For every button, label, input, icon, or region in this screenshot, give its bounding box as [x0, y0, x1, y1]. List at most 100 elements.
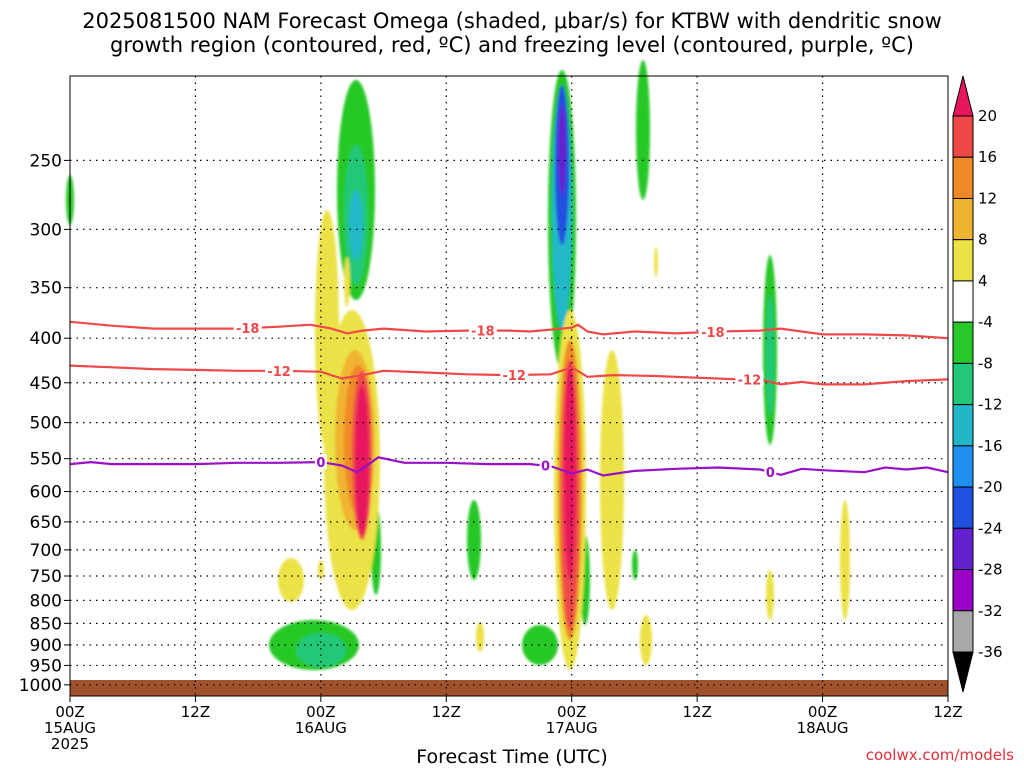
x-tick-label: 2025	[51, 735, 89, 753]
x-tick-label: 12Z	[933, 703, 962, 721]
colorbar-bottom-arrow	[952, 651, 974, 693]
colorbar-label: 12	[978, 189, 997, 207]
x-tick-label: 00Z	[808, 703, 837, 721]
omega-region	[349, 190, 363, 260]
omega-region	[344, 257, 350, 307]
y-tick-label: 450	[30, 374, 62, 394]
colorbar-label: -20	[978, 478, 1003, 496]
y-tick-label: 550	[30, 450, 62, 470]
colorbar-label: -4	[978, 313, 993, 331]
colorbar-segment	[952, 115, 974, 158]
omega-shading	[66, 60, 850, 670]
omega-region	[476, 622, 484, 652]
omega-region	[636, 60, 650, 200]
x-tick-label: 17AUG	[546, 719, 598, 737]
omega-region	[654, 247, 658, 277]
colorbar-segment	[952, 280, 974, 323]
x-axis-title: Forecast Time (UTC)	[416, 746, 608, 768]
colorbar-segment	[952, 486, 974, 529]
colorbar-label: 4	[978, 272, 988, 290]
contour-label-bg	[265, 362, 294, 378]
omega-region	[564, 360, 576, 580]
x-tick-label: 00Z	[55, 703, 84, 721]
y-tick-label: 650	[30, 513, 62, 533]
colorbar-label: -8	[978, 354, 993, 372]
colorbar-segment	[952, 239, 974, 282]
y-tick-label: 800	[30, 591, 62, 611]
colorbar-segment	[952, 445, 974, 488]
x-tick-label: 18AUG	[797, 719, 849, 737]
chart-title-line-1: 2025081500 NAM Forecast Omega (shaded, μ…	[82, 9, 942, 33]
y-tick-label: 300	[30, 220, 62, 240]
x-tick-label: 15AUG	[44, 719, 96, 737]
y-tick-label: 950	[30, 656, 62, 676]
plot-frame	[69, 75, 949, 697]
contour-label: -12	[502, 369, 526, 384]
contour-label-bg	[233, 320, 262, 336]
colorbar-segment	[952, 321, 974, 364]
colorbar-label: 16	[978, 148, 997, 166]
contour-line	[69, 320, 949, 340]
x-tick-label: 12Z	[181, 703, 210, 721]
colorbar-segment	[952, 156, 974, 199]
contour-label-bg	[735, 371, 764, 387]
x-tick-label: 12Z	[432, 703, 461, 721]
contour-label-bg	[764, 464, 777, 480]
contour-label-bg	[468, 322, 497, 338]
omega-region	[296, 633, 346, 667]
x-tick-label: 12Z	[682, 703, 711, 721]
x-tick-label: 16AUG	[295, 719, 347, 737]
colorbar-label: 8	[978, 231, 988, 249]
omega-region	[766, 295, 774, 415]
omega-region	[640, 615, 652, 665]
y-tick-label: 700	[30, 541, 62, 561]
y-tick-label: 900	[30, 636, 62, 656]
x-tick-label: 00Z	[306, 703, 335, 721]
plot-background	[70, 76, 948, 696]
contour-label: 0	[316, 456, 325, 471]
contour-label: -18	[701, 326, 725, 341]
y-tick-label: 250	[30, 151, 62, 171]
colorbar-label: -28	[978, 561, 1003, 579]
colorbar-label: -16	[978, 437, 1003, 455]
omega-region	[467, 500, 481, 580]
contour-label-bg	[500, 367, 529, 383]
omega-region	[355, 385, 369, 535]
y-tick-label: 500	[30, 414, 62, 434]
colorbar-segment	[952, 197, 974, 241]
contour-label: -12	[738, 373, 762, 388]
contour-label: -18	[471, 325, 495, 340]
y-tick-label: 350	[30, 279, 62, 299]
omega-region	[558, 105, 566, 195]
colorbar-label: -12	[978, 396, 1003, 414]
y-tick-label: 1000	[19, 676, 62, 696]
y-tick-label: 750	[30, 567, 62, 587]
contour-label-bg	[698, 323, 727, 339]
contour-line	[69, 364, 949, 386]
omega-region	[766, 570, 774, 620]
contour-label-bg	[539, 457, 552, 473]
colorbar-segment	[952, 404, 974, 447]
omega-region	[278, 558, 304, 602]
omega-region	[840, 500, 850, 620]
colorbar-label: -24	[978, 519, 1003, 537]
credit-link[interactable]: coolwx.com/models	[865, 746, 1014, 764]
x-tick-label: 00Z	[557, 703, 586, 721]
y-tick-label: 400	[30, 329, 62, 349]
y-tick-label: 850	[30, 614, 62, 634]
contour-label: -18	[236, 322, 260, 337]
y-tick-label: 600	[30, 483, 62, 503]
contour-label-bg	[314, 454, 327, 470]
terrain-strip	[70, 680, 948, 696]
colorbar-label: -32	[978, 602, 1003, 620]
colorbar-top-arrow	[952, 75, 974, 117]
chart-title-line-2: growth region (contoured, red, ºC) and f…	[110, 33, 914, 57]
colorbar-segment	[952, 610, 974, 653]
omega-region	[632, 550, 638, 580]
contour-label: 0	[766, 466, 775, 481]
colorbar: 20 16 12 8 4 -4 -8 -12 -16 -20 -24 -28 -32 -36	[952, 75, 1003, 693]
contour-lines: -18 -18 -18 -12 -12 -12 0 0 0	[69, 320, 949, 481]
omega-region	[600, 350, 624, 610]
colorbar-segment	[952, 527, 974, 571]
